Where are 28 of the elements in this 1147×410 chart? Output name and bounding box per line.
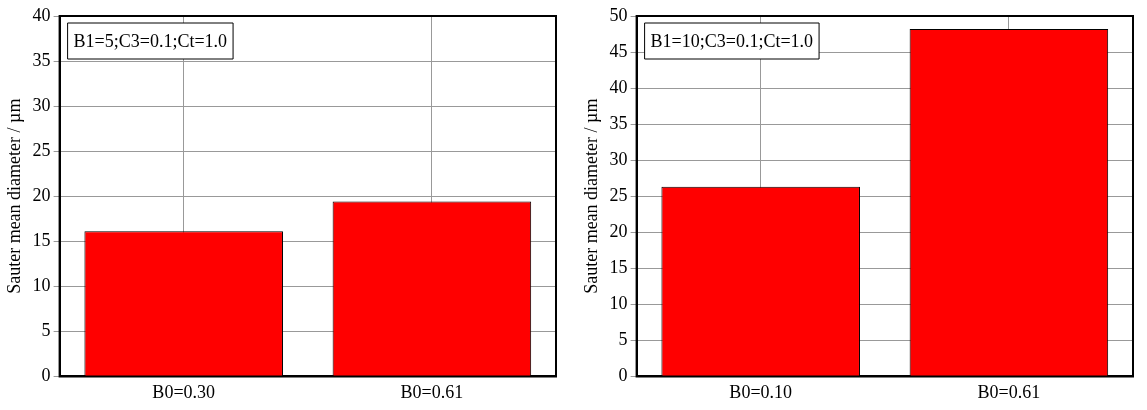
y-tick-label: 35	[609, 112, 628, 133]
x-tick-label: B0=0.61	[977, 381, 1041, 402]
y-tick-label: 15	[609, 257, 628, 278]
y-tick-label: 25	[32, 139, 51, 160]
y-tick-label: 35	[32, 49, 51, 70]
y-tick-label: 0	[618, 365, 628, 386]
y-tick-label: 40	[609, 76, 628, 97]
y-tick-label: 5	[618, 329, 628, 350]
y-tick-label: 30	[32, 94, 51, 115]
y-tick-label: 10	[609, 293, 628, 314]
y-axis-title: Sauter mean diameter / µm	[580, 98, 601, 294]
y-tick-label: 45	[609, 40, 628, 61]
y-tick-label: 15	[32, 229, 51, 250]
y-tick-label: 0	[41, 365, 51, 386]
y-tick-label: 25	[609, 184, 628, 205]
annotation: B1=5;C3=0.1;Ct=1.0	[73, 30, 228, 51]
y-axis-title: Sauter mean diameter / µm	[3, 98, 24, 294]
annotation: B1=10;C3=0.1;Ct=1.0	[650, 30, 814, 51]
y-tick-label: 10	[32, 275, 51, 296]
y-tick-label: 5	[41, 320, 51, 341]
y-tick-label: 40	[32, 4, 51, 25]
y-tick-label: 30	[609, 148, 628, 169]
y-tick-label: 20	[609, 220, 628, 241]
x-tick-label: B0=0.61	[400, 381, 464, 402]
x-tick-label: B0=0.10	[729, 381, 793, 402]
x-tick-label: B0=0.30	[152, 381, 216, 402]
y-tick-label: 20	[32, 184, 51, 205]
y-tick-label: 50	[609, 4, 628, 25]
